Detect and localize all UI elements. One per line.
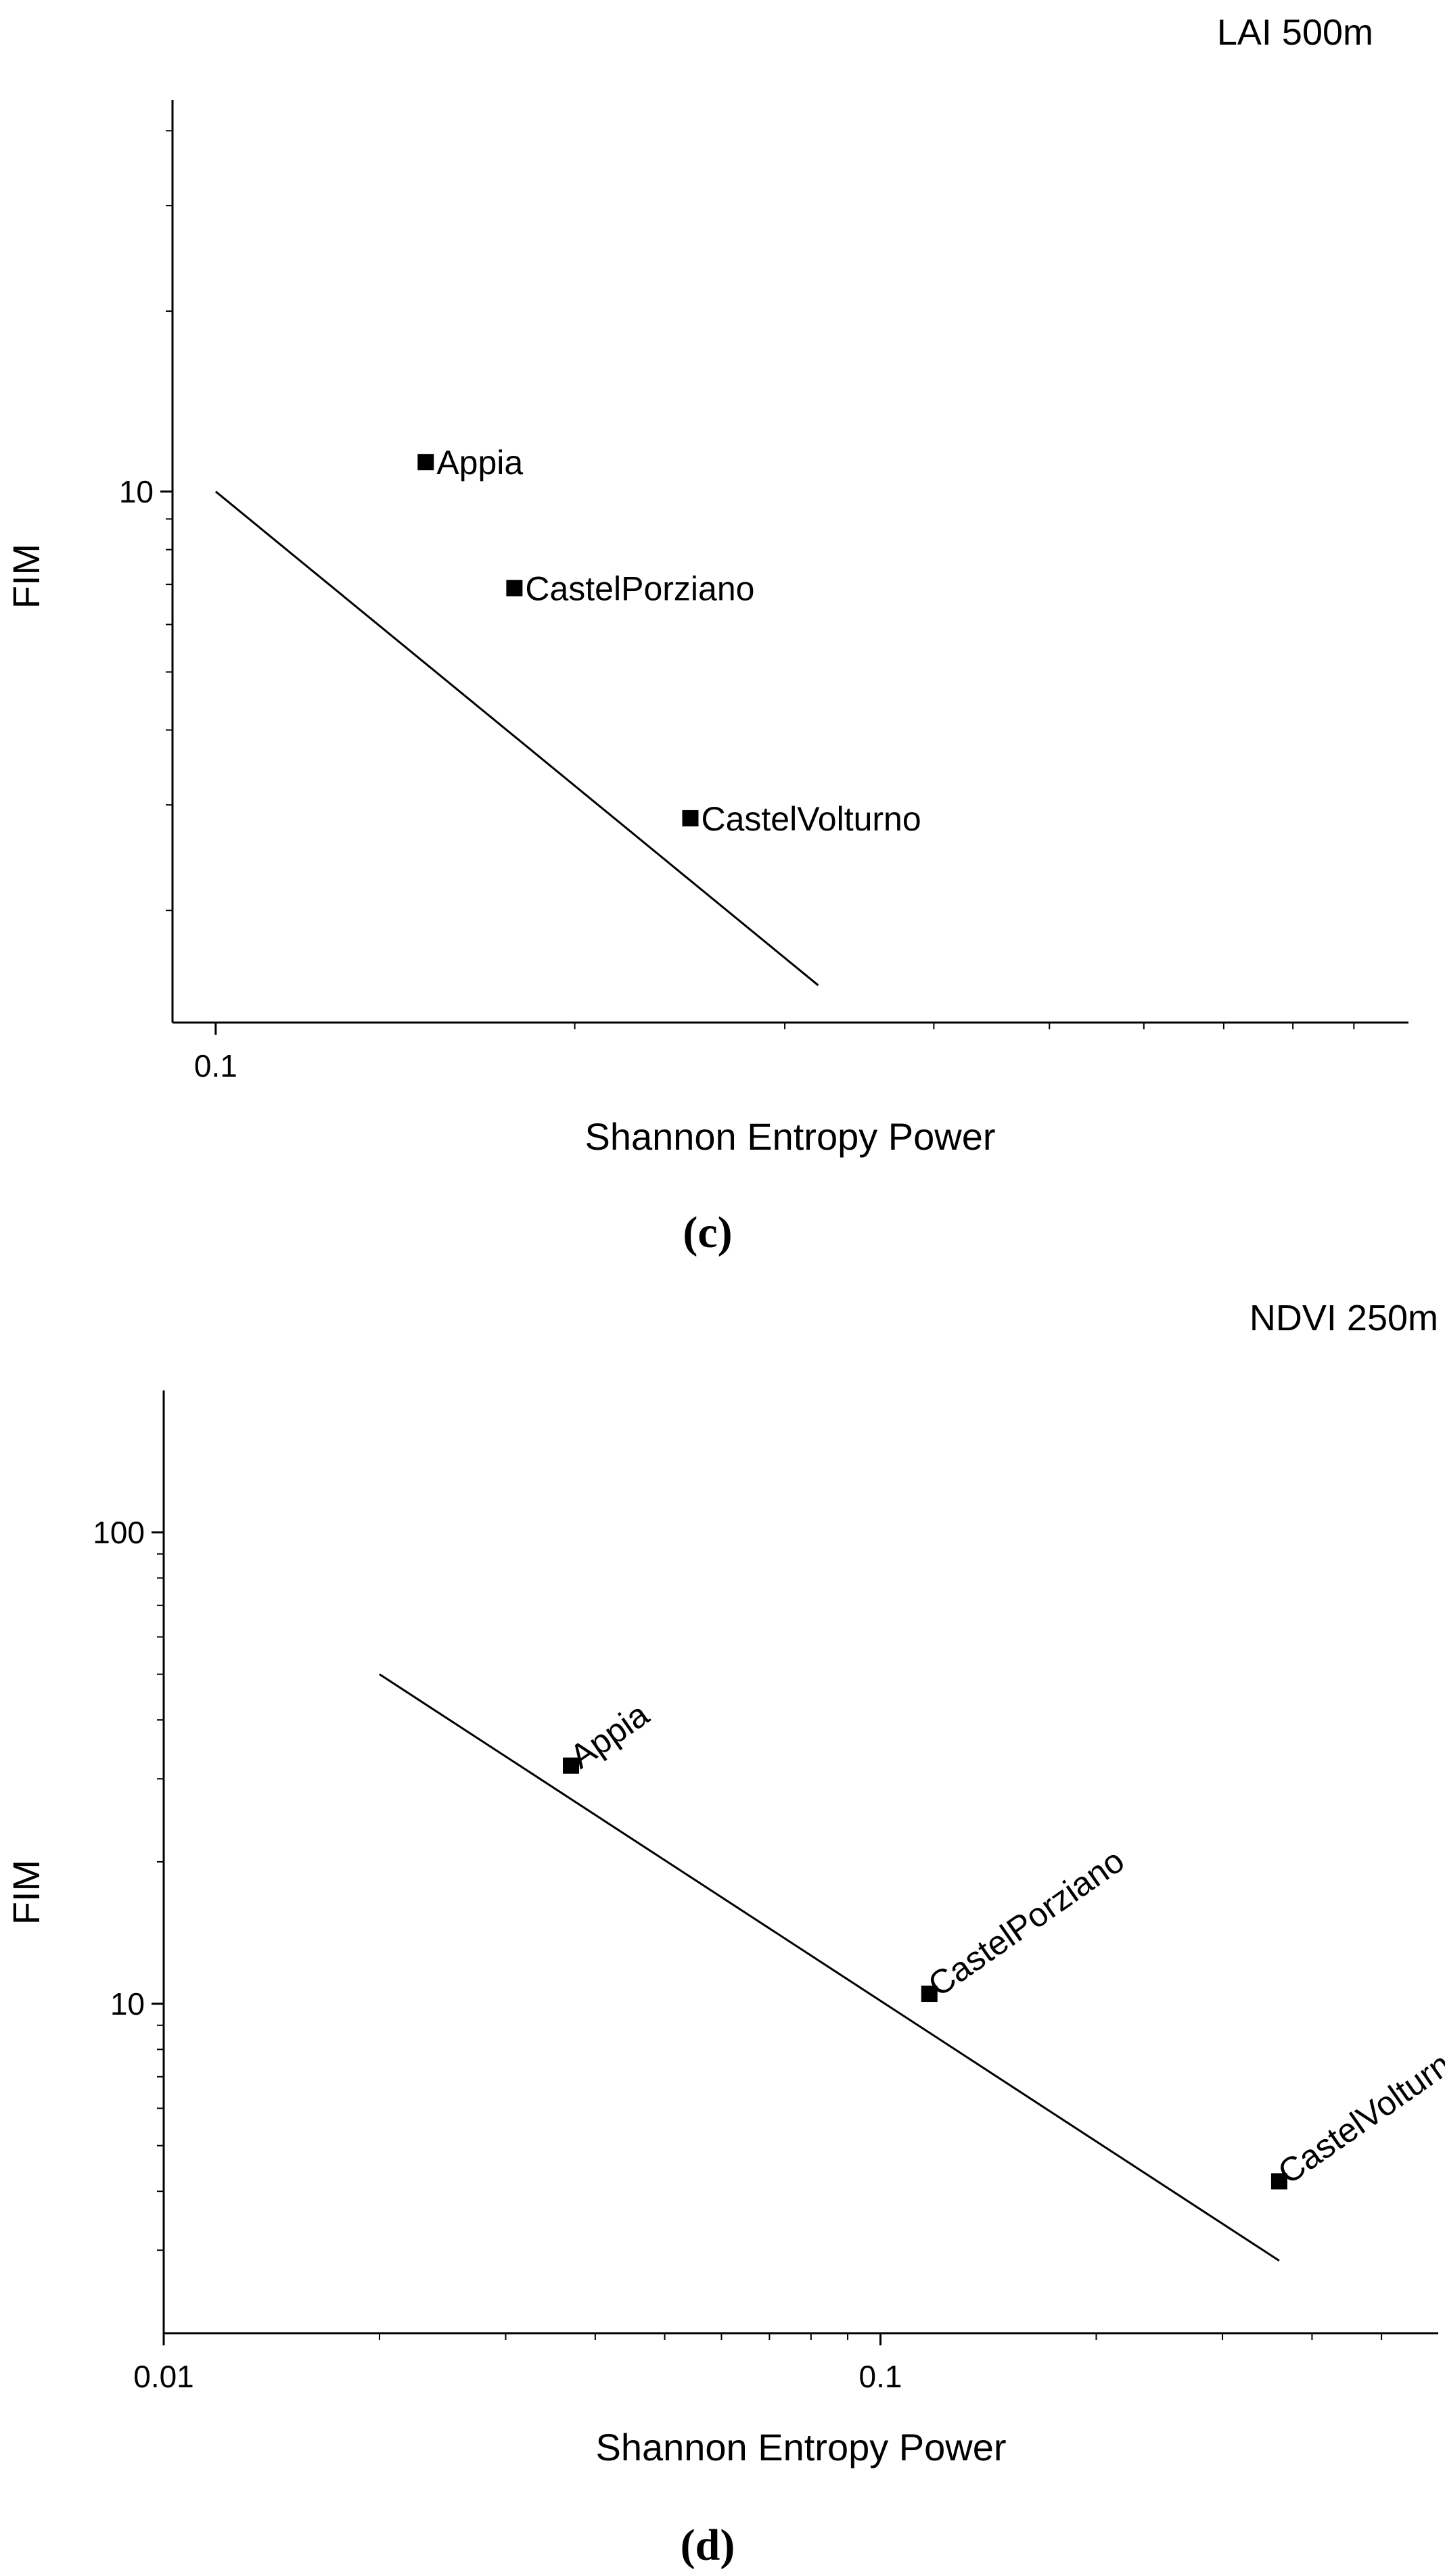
point-label-castelporziano: CastelPorziano: [525, 570, 754, 608]
point-label-appia: Appia: [436, 444, 523, 482]
y-minor-ticks: [166, 130, 173, 912]
y-axis-title: FIM: [5, 544, 47, 609]
y-tick-label: 10: [110, 1986, 145, 2021]
x-minor-ticks: [574, 1023, 1355, 1029]
chart-panel-c: LAI 500m 0.1 10 Appia CastelPorziano Cas…: [5, 12, 1408, 1257]
data-point-appia: [417, 454, 434, 471]
y-axis-title: FIM: [5, 1860, 47, 1925]
data-point-castelvolturno: [682, 810, 699, 826]
data-point-castelporziano: [921, 1986, 938, 2003]
panel-label: (c): [683, 1208, 732, 1257]
x-axis-title: Shannon Entropy Power: [584, 1115, 995, 1158]
point-label-castelvolturno: CastelVolturno: [701, 800, 921, 838]
x-tick-label: 0.01: [133, 2359, 194, 2394]
y-tick-label: 10: [119, 474, 154, 509]
point-label-castelporziano: CastelPorziano: [921, 1842, 1131, 2004]
x-axis-title: Shannon Entropy Power: [595, 2426, 1006, 2468]
chart-panel-d: NDVI 250m 0.01 0.1 10 100 Appia CastelPo…: [5, 1298, 1445, 2570]
chart-title: NDVI 250m: [1249, 1298, 1438, 1338]
x-tick-label: 0.1: [859, 2359, 902, 2394]
point-label-appia: Appia: [563, 1695, 656, 1775]
panel-label: (d): [681, 2521, 735, 2570]
point-label-castelvolturno: CastelVolturno: [1271, 2034, 1445, 2191]
fit-line: [379, 1673, 1280, 2262]
fit-line: [214, 490, 819, 987]
data-point-appia: [563, 1757, 580, 1774]
data-point-castelporziano: [506, 580, 523, 596]
data-point-castelvolturno: [1270, 2173, 1287, 2190]
chart-title: LAI 500m: [1217, 12, 1373, 53]
y-tick-label: 100: [93, 1515, 145, 1550]
x-minor-ticks: [378, 2333, 1383, 2340]
x-tick-label: 0.1: [194, 1048, 237, 1083]
y-minor-ticks: [157, 1553, 164, 2251]
